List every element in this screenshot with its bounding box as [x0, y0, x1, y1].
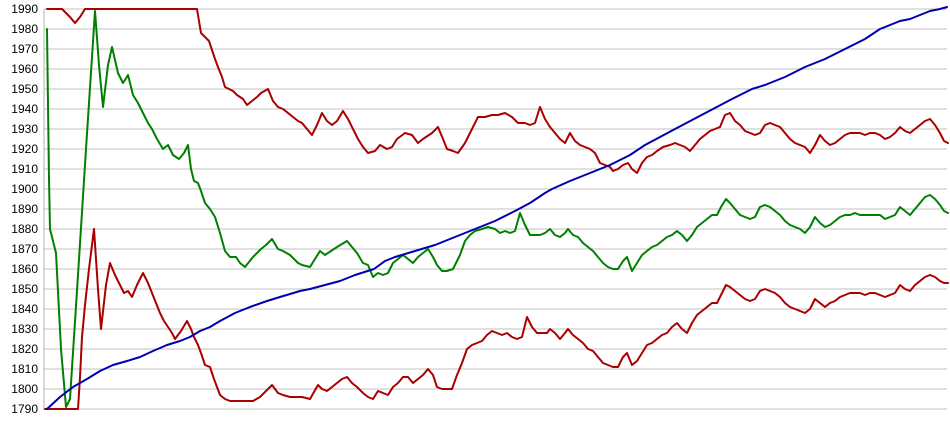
blue-diagonal-line	[46, 6, 948, 410]
green-line	[46, 10, 949, 408]
y-tick-label: 1800	[11, 382, 38, 396]
y-tick-label: 1950	[11, 82, 38, 96]
y-tick-label: 1840	[11, 302, 38, 316]
data-series	[44, 6, 949, 410]
y-tick-label: 1940	[11, 102, 38, 116]
y-tick-label: 1990	[11, 2, 38, 16]
y-tick-label: 1970	[11, 42, 38, 56]
y-tick-label: 1820	[11, 342, 38, 356]
y-tick-label: 1930	[11, 122, 38, 136]
lower-dark-red-line	[44, 228, 949, 410]
y-tick-label: 1790	[11, 402, 38, 416]
y-tick-label: 1850	[11, 282, 38, 296]
gridlines	[44, 8, 947, 410]
y-tick-label: 1920	[11, 142, 38, 156]
y-tick-label: 1890	[11, 202, 38, 216]
y-tick-label: 1810	[11, 362, 38, 376]
y-axis-labels: 1990 1980 1970 1960 1950 1940 1930 1920 1910 1900…	[11, 2, 38, 416]
y-tick-label: 1830	[11, 322, 38, 336]
y-tick-label: 1870	[11, 242, 38, 256]
y-tick-label: 1910	[11, 162, 38, 176]
y-tick-label: 1960	[11, 62, 38, 76]
upper-dark-red-line	[46, 8, 949, 174]
y-tick-label: 1860	[11, 262, 38, 276]
y-tick-label: 1980	[11, 22, 38, 36]
y-tick-label: 1880	[11, 222, 38, 236]
y-tick-label: 1900	[11, 182, 38, 196]
